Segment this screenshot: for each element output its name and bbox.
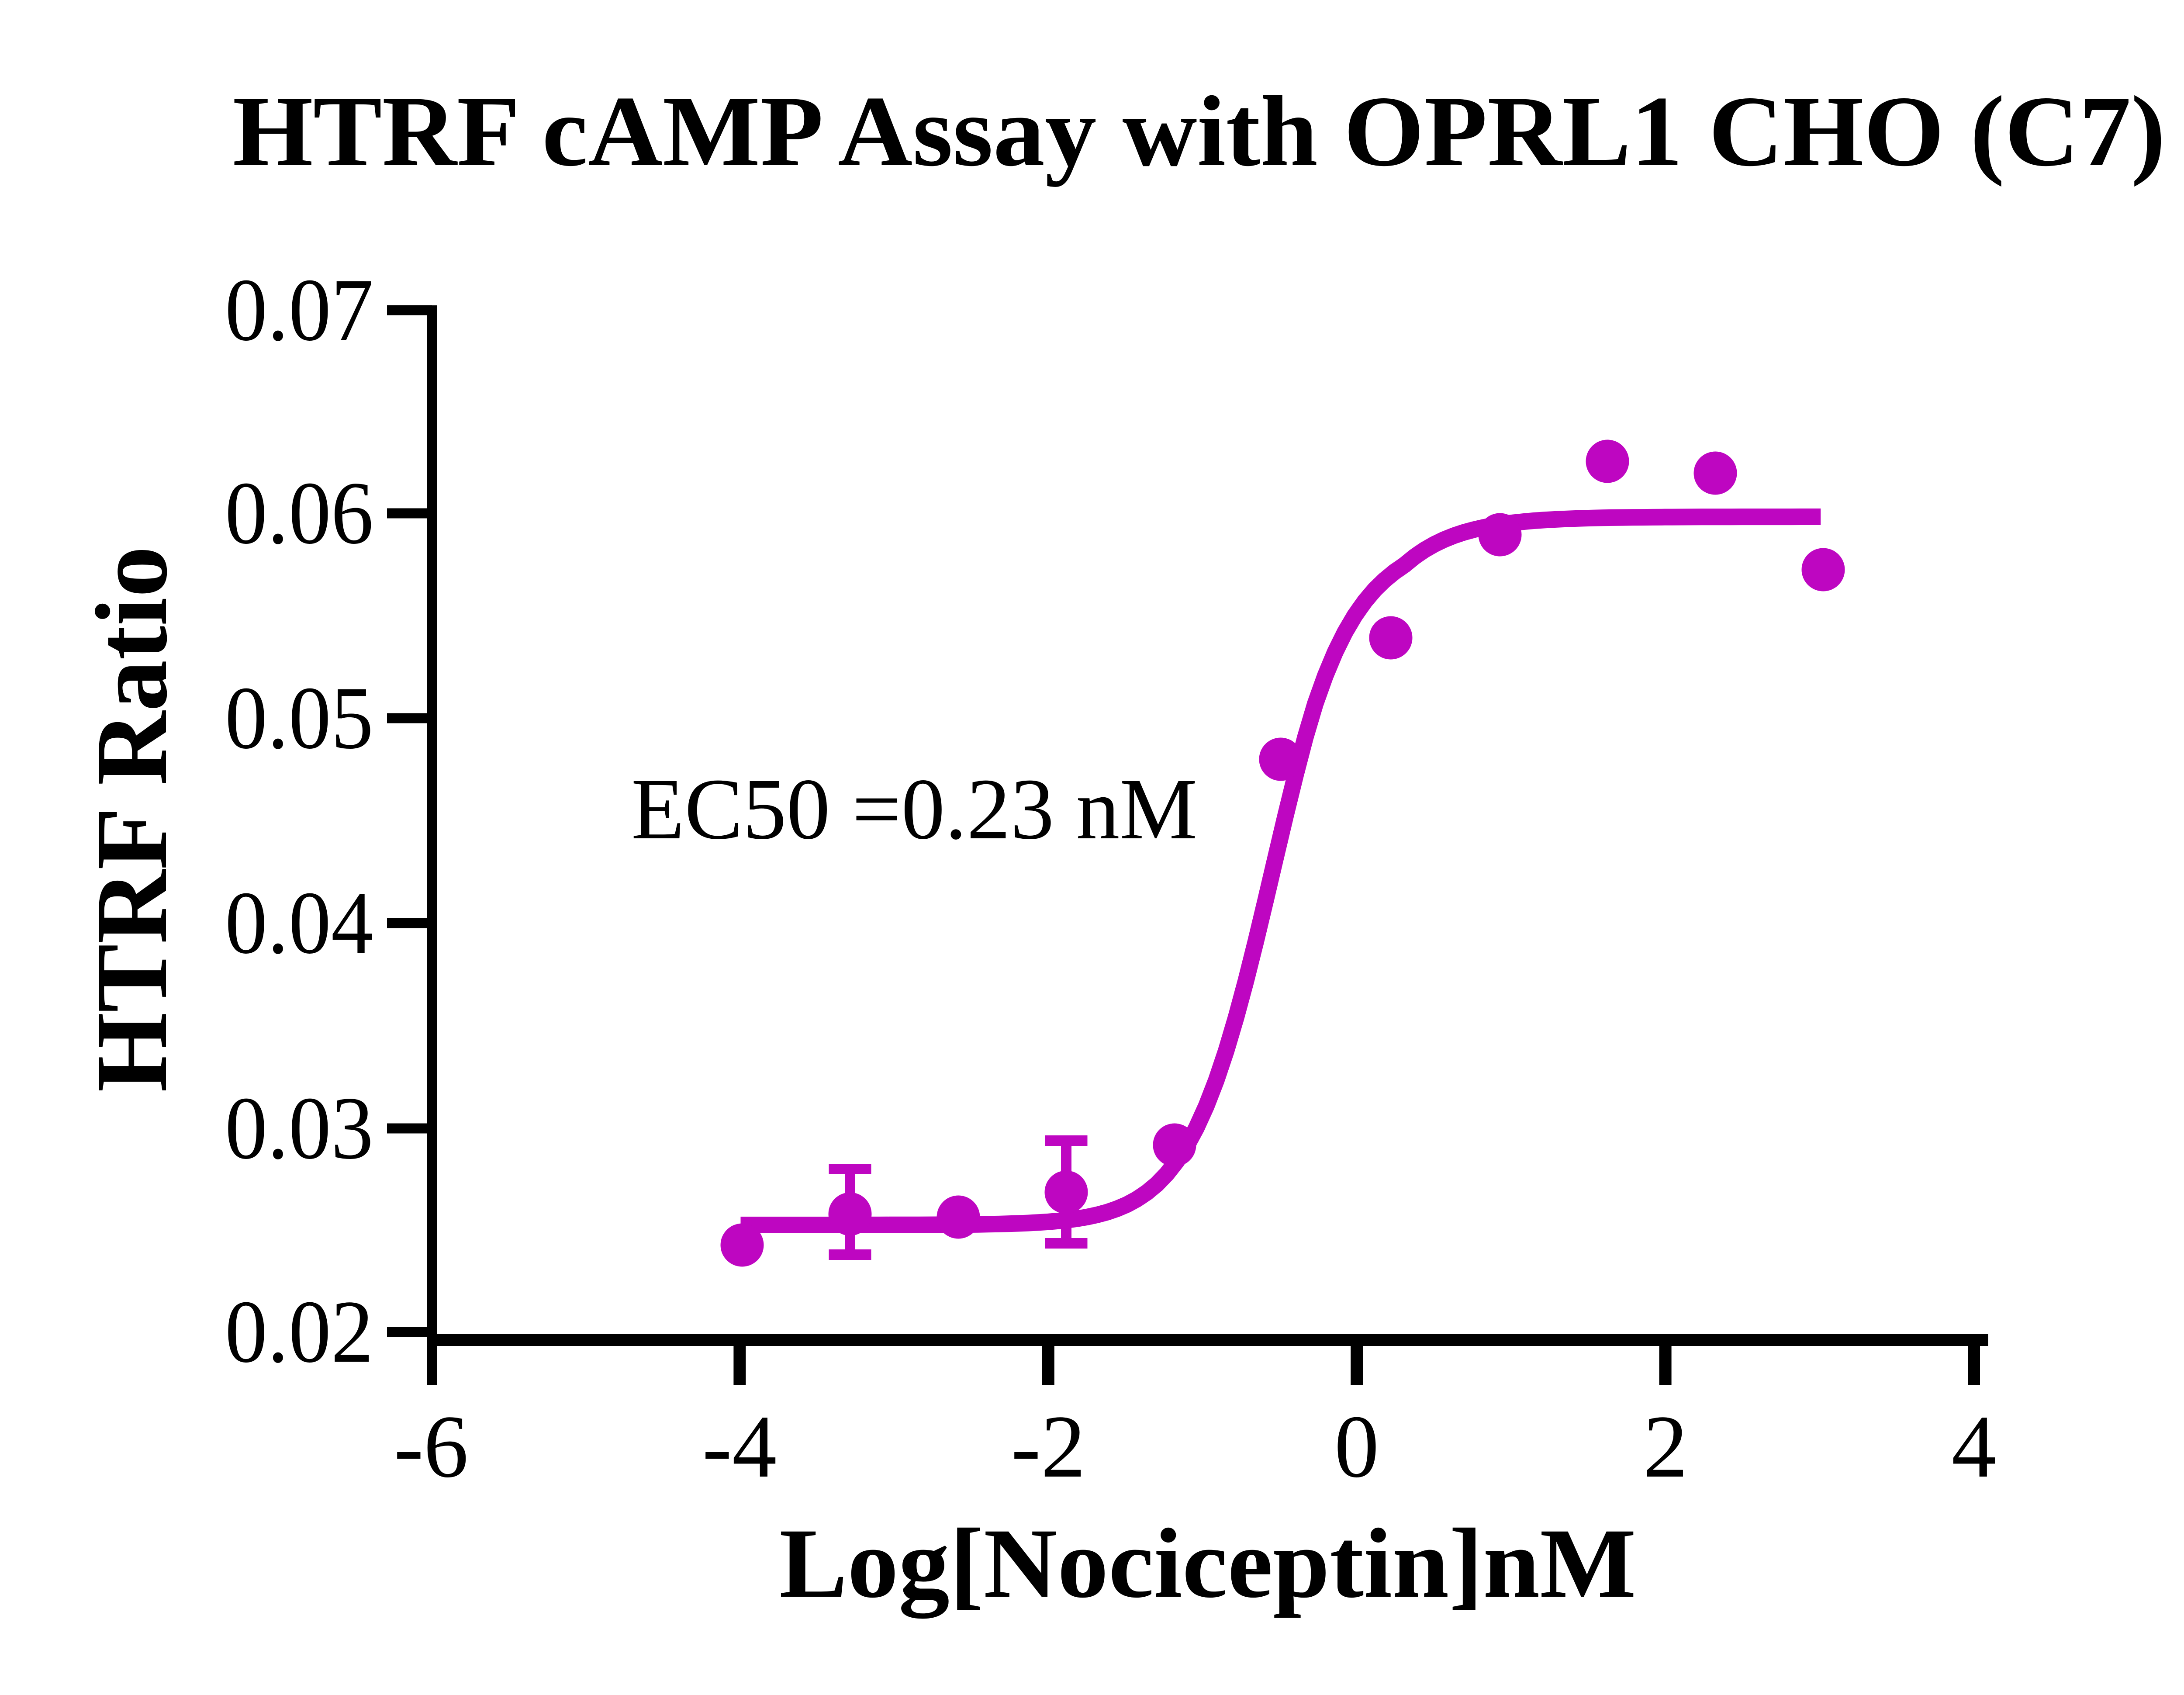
svg-text:4: 4	[1952, 1397, 1997, 1496]
svg-text:0.03: 0.03	[225, 1079, 373, 1178]
svg-text:0.02: 0.02	[225, 1282, 373, 1381]
svg-text:-2: -2	[1011, 1397, 1086, 1496]
svg-text:EC50 =0.23 nM: EC50 =0.23 nM	[631, 761, 1197, 858]
svg-text:Log[Nociceptin]nM: Log[Nociceptin]nM	[779, 1508, 1636, 1619]
svg-text:0.06: 0.06	[225, 464, 373, 563]
svg-text:0: 0	[1334, 1397, 1379, 1496]
svg-text:HTRF cAMP Assay with OPRL1 CHO: HTRF cAMP Assay with OPRL1 CHO (C7)	[233, 75, 2166, 187]
svg-text:-4: -4	[702, 1397, 777, 1496]
svg-text:0.05: 0.05	[225, 668, 373, 768]
svg-text:2: 2	[1643, 1397, 1688, 1496]
svg-text:0.07: 0.07	[225, 260, 373, 360]
svg-text:0.04: 0.04	[225, 873, 373, 972]
svg-text:HTRF Ratio: HTRF Ratio	[75, 546, 188, 1092]
svg-text:-6: -6	[394, 1397, 469, 1496]
